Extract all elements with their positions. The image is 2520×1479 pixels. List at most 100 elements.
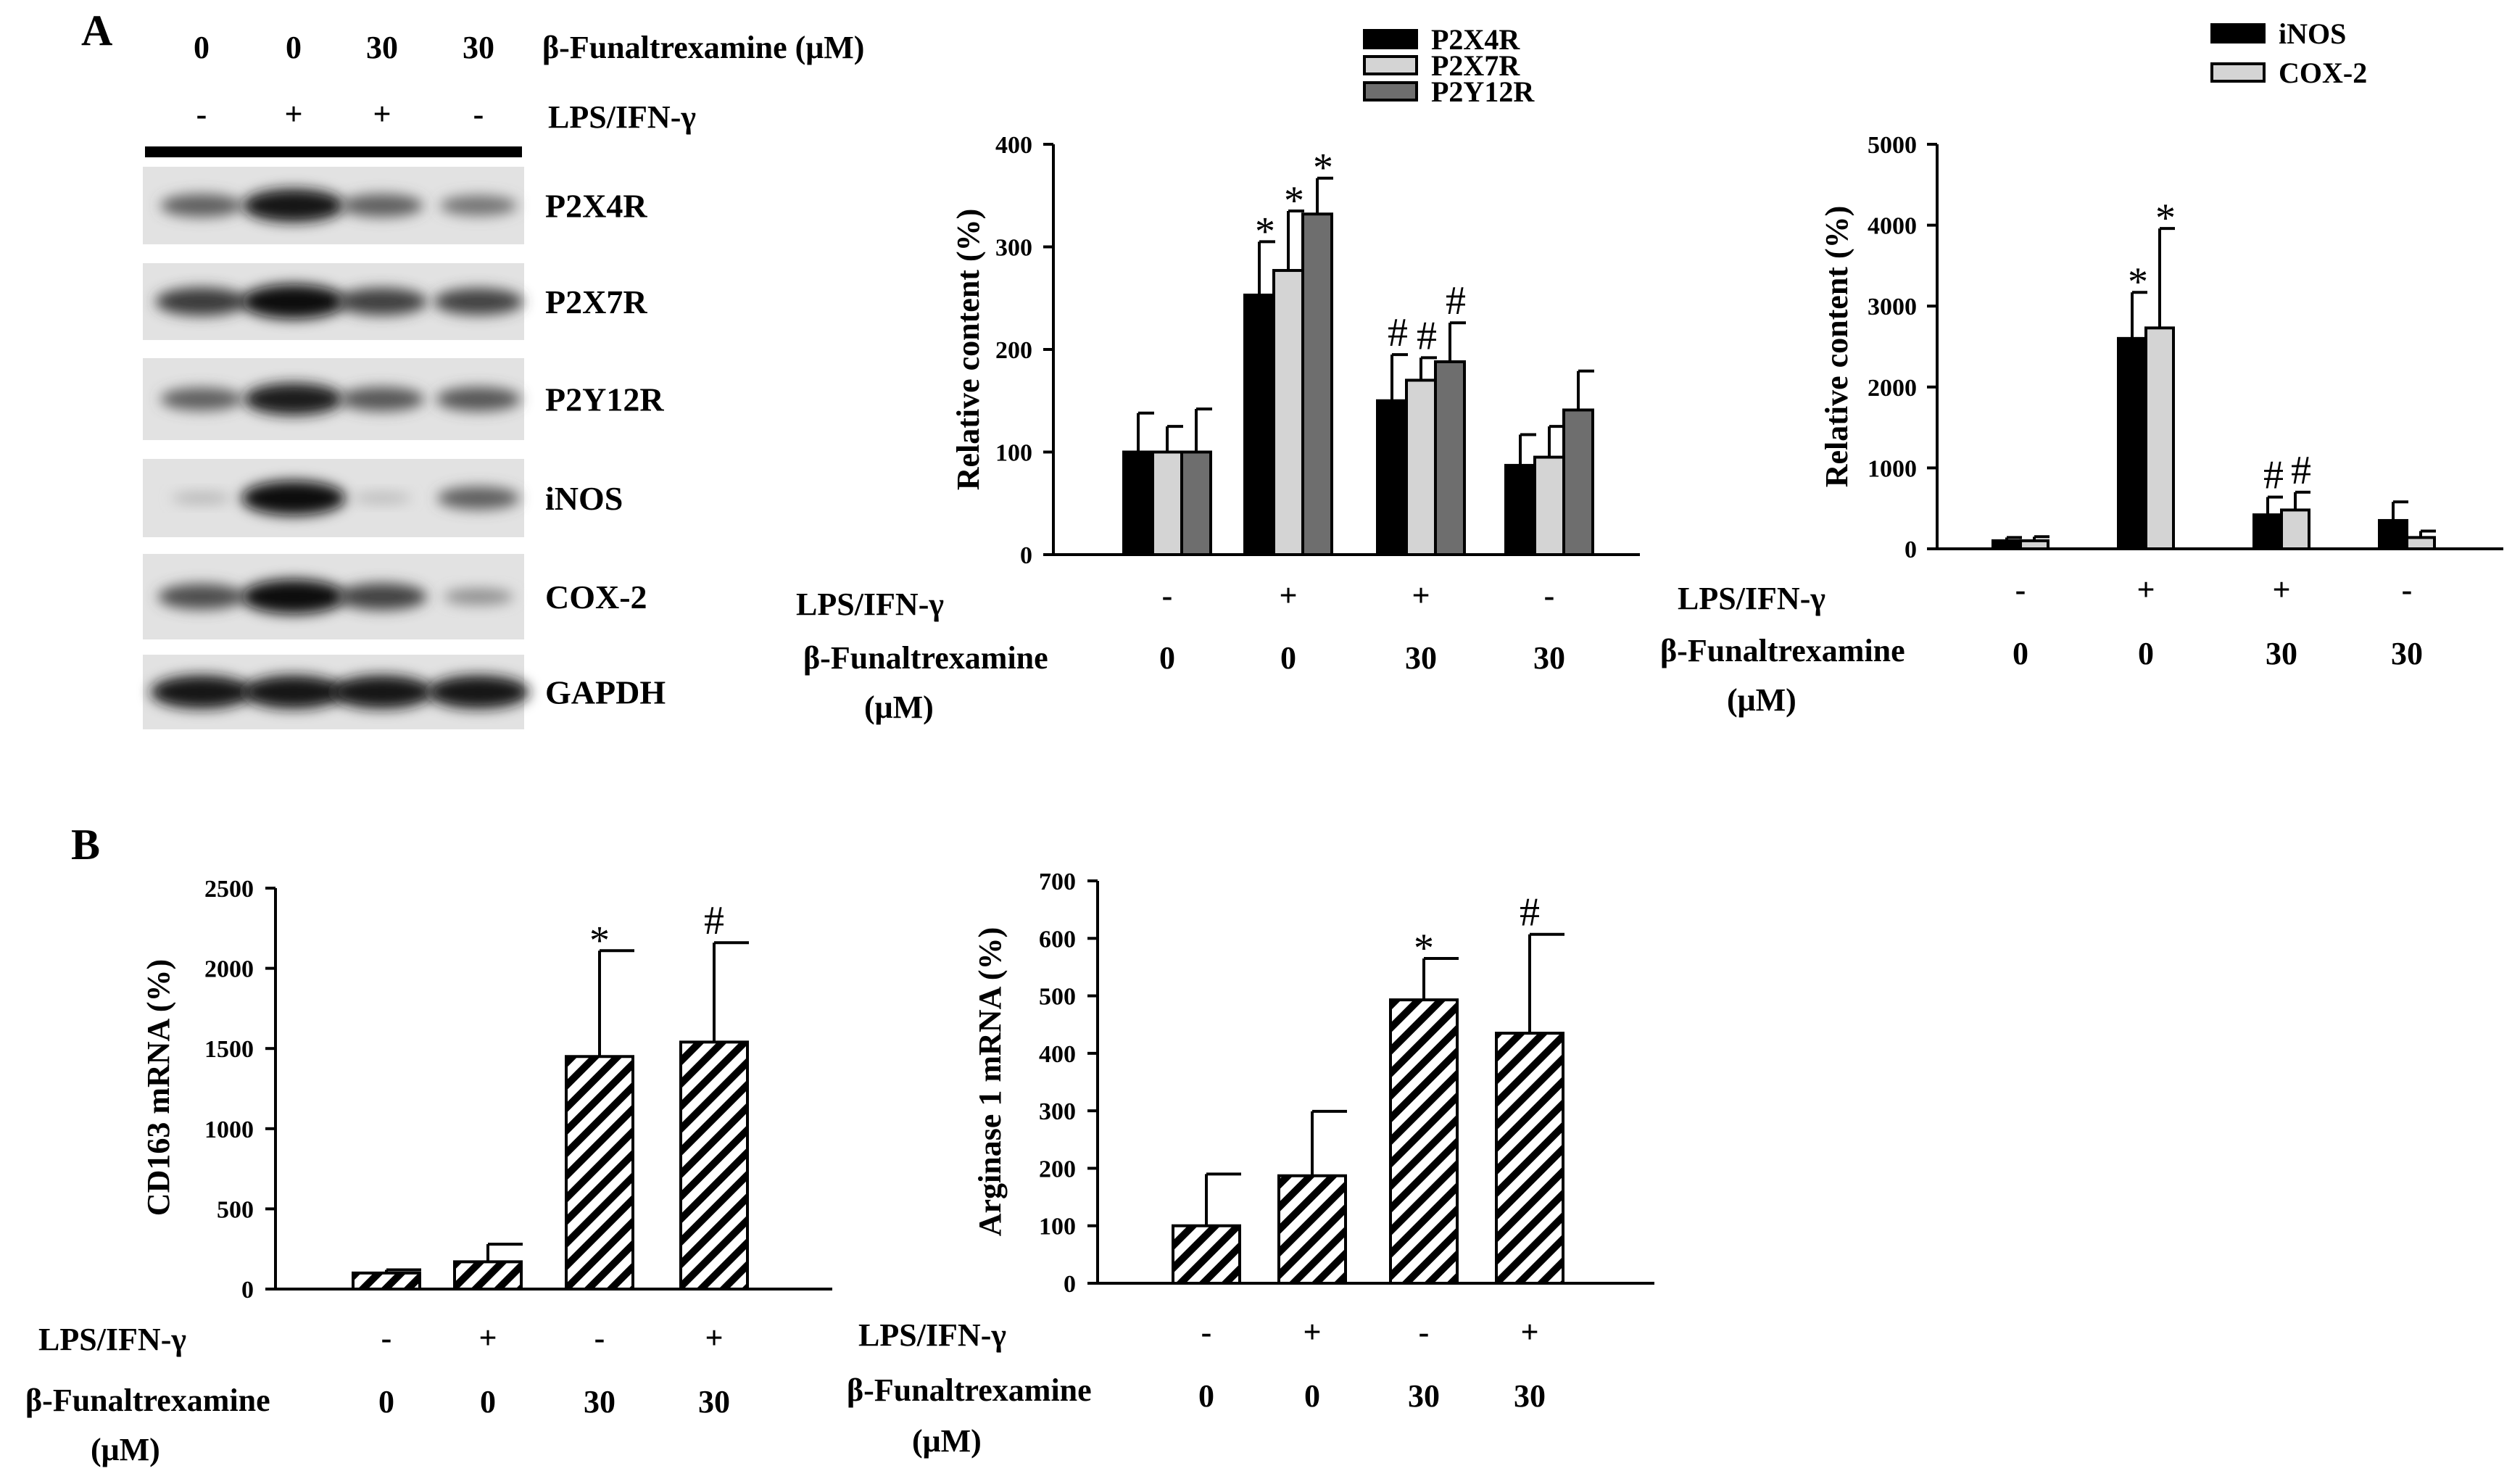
dose-label: 30 xyxy=(1405,640,1437,676)
stim-sign: + xyxy=(1279,578,1297,613)
y-tick-label: 2500 xyxy=(204,876,254,903)
bar xyxy=(1405,378,1437,557)
legend-swatch xyxy=(1363,55,1418,75)
legend-swatch xyxy=(2210,23,2266,44)
dose-label: 0 xyxy=(480,1384,496,1420)
bar xyxy=(2117,336,2147,550)
stim-sign: - xyxy=(381,1320,392,1356)
bar xyxy=(1151,450,1183,556)
y-tick-label: 1000 xyxy=(204,1116,254,1143)
bar xyxy=(1301,212,1333,556)
blot-protein-label: P2X4R xyxy=(545,188,647,225)
bar xyxy=(2019,539,2049,551)
bar xyxy=(352,1271,421,1291)
y-tick-label: 200 xyxy=(995,337,1032,364)
blot-protein-label: iNOS xyxy=(545,480,623,517)
bar xyxy=(2378,518,2408,551)
bar xyxy=(1122,450,1154,556)
bar xyxy=(1562,408,1594,556)
bar xyxy=(1376,399,1408,556)
y-tick-label: 500 xyxy=(217,1196,254,1223)
blot-band xyxy=(241,284,346,319)
y-tick-label: 0 xyxy=(241,1277,254,1304)
blot-dose-label: 30 xyxy=(366,30,398,65)
significance-mark: # xyxy=(1388,310,1408,355)
y-tick-label: 0 xyxy=(1904,536,1917,563)
stim-sign: - xyxy=(2015,572,2026,608)
blot-band xyxy=(339,386,425,412)
significance-mark: * xyxy=(1255,209,1275,254)
blot-band xyxy=(439,195,518,216)
bar xyxy=(1272,269,1304,556)
y-tick-label: 700 xyxy=(1039,869,1076,895)
dose-label: 30 xyxy=(2391,636,2423,671)
blot-dose-label: 30 xyxy=(463,30,494,65)
legend-swatch xyxy=(1363,29,1418,49)
stim-sign: + xyxy=(1303,1314,1321,1350)
bar xyxy=(1180,450,1212,556)
significance-mark: * xyxy=(1284,178,1304,223)
stim-sign: - xyxy=(1201,1314,1212,1350)
dose-label: 0 xyxy=(1159,640,1175,676)
blot-stim-label: LPS/IFN-γ xyxy=(548,99,696,135)
y-tick-label: 500 xyxy=(1039,984,1076,1011)
y-axis-label: Relative content (%) xyxy=(950,209,986,491)
legend-label: P2Y12R xyxy=(1431,75,1535,108)
stim-sign: + xyxy=(705,1320,723,1356)
stim-sign: + xyxy=(1412,578,1430,613)
significance-mark: # xyxy=(1446,278,1466,323)
condition-row-label: LPS/IFN-γ xyxy=(858,1317,1006,1353)
blot-band xyxy=(242,675,345,709)
stim-sign: + xyxy=(478,1320,497,1356)
legend-swatch xyxy=(1363,81,1418,102)
y-axis-label: CD163 mRNA (%) xyxy=(141,959,176,1216)
blot-band xyxy=(244,383,344,415)
blot-band xyxy=(241,481,346,515)
dose-label: 30 xyxy=(584,1384,616,1420)
dose-label: 30 xyxy=(1533,640,1565,676)
y-tick-label: 1500 xyxy=(204,1036,254,1063)
y-tick-label: 3000 xyxy=(1868,294,1917,320)
y-tick-label: 2000 xyxy=(204,956,254,983)
bar xyxy=(1533,455,1565,557)
dose-label: 0 xyxy=(1304,1378,1320,1414)
y-tick-label: 2000 xyxy=(1868,375,1917,402)
legend-label: P2X7R xyxy=(1431,49,1520,82)
y-tick-label: 400 xyxy=(995,132,1032,159)
y-tick-label: 100 xyxy=(995,440,1032,467)
blot-stim-sign: - xyxy=(196,96,207,132)
y-tick-label: 400 xyxy=(1039,1041,1076,1068)
bar xyxy=(565,1055,634,1290)
bar xyxy=(1389,998,1459,1285)
y-tick-label: 1000 xyxy=(1868,455,1917,482)
significance-mark: # xyxy=(1417,313,1437,358)
blot-protein-label: COX-2 xyxy=(545,579,647,616)
blot-dose-label: 0 xyxy=(194,30,210,65)
condition-row-label: β-Funaltrexamine xyxy=(1660,633,1905,668)
blot-band xyxy=(241,579,346,614)
y-tick-label: 4000 xyxy=(1868,213,1917,240)
blot-protein-label: P2X7R xyxy=(545,283,647,320)
blot-band xyxy=(150,675,253,709)
blot-band xyxy=(157,584,246,610)
significance-mark: * xyxy=(1313,146,1333,191)
stim-sign: - xyxy=(1162,578,1173,613)
panel-a-letter: A xyxy=(81,7,112,54)
dose-label: 0 xyxy=(2138,636,2154,671)
y-tick-label: 0 xyxy=(1064,1271,1076,1298)
legend-label: P2X4R xyxy=(1431,23,1520,56)
blot-band xyxy=(352,492,412,504)
bar xyxy=(1172,1224,1241,1285)
bar xyxy=(1277,1174,1347,1285)
blot-band xyxy=(336,288,428,315)
dose-label: 30 xyxy=(698,1384,730,1420)
condition-row-label: LPS/IFN-γ xyxy=(1678,581,1825,616)
condition-row-label: (μM) xyxy=(91,1432,160,1467)
legend-swatch xyxy=(2210,62,2266,83)
dose-label: 30 xyxy=(1408,1378,1440,1414)
significance-mark: # xyxy=(2291,448,2311,493)
blot-band xyxy=(436,386,521,412)
